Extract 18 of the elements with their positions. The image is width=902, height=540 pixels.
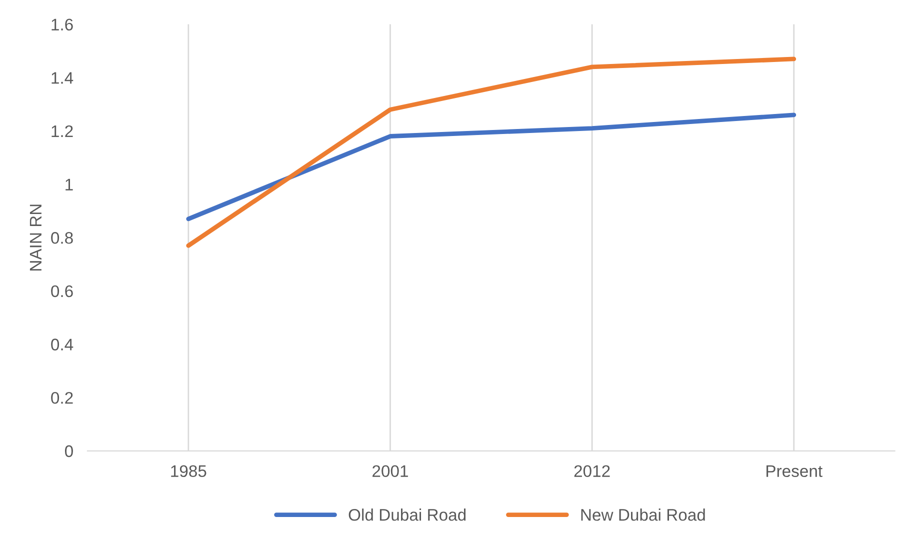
legend-label: Old Dubai Road xyxy=(348,508,466,521)
x-tick-label: Present xyxy=(766,465,822,478)
y-tick-label: 1 xyxy=(66,178,73,190)
x-tick-label: 2001 xyxy=(372,465,408,478)
y-tick-label: 1.6 xyxy=(52,18,73,31)
y-tick-label: 0.8 xyxy=(51,232,73,244)
x-tick-label: 2012 xyxy=(574,465,610,478)
line-series xyxy=(186,112,796,222)
legend-label: New Dubai Road xyxy=(581,508,705,521)
line-series xyxy=(186,56,796,248)
y-tick-label: 0.6 xyxy=(51,285,73,298)
y-tick-label: 0 xyxy=(64,445,73,458)
y-tick-label: 1.4 xyxy=(52,72,74,84)
y-tick-label: 0.4 xyxy=(51,338,74,350)
x-tick-label: 1985 xyxy=(171,465,206,478)
y-axis-title: NAIN RN xyxy=(30,204,42,270)
y-tick-label: 0.2 xyxy=(51,392,73,404)
y-tick-label: 1.2 xyxy=(52,125,73,137)
